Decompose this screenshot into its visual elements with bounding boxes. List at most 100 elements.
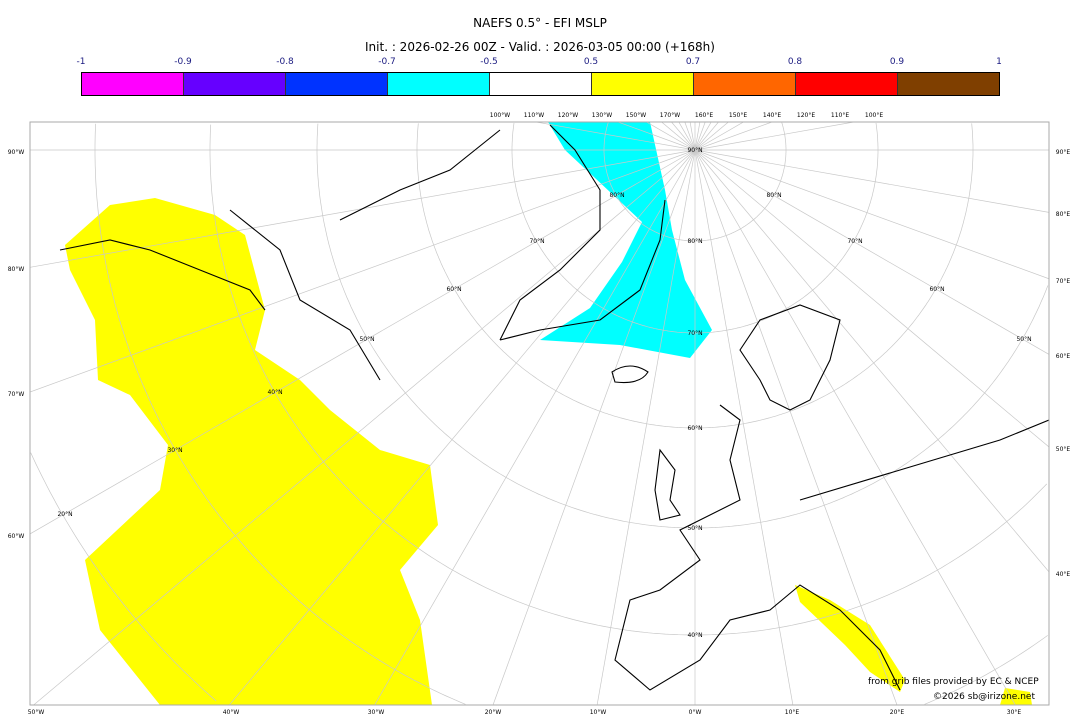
meridian-line: [492, 149, 696, 705]
meridian-line: [694, 149, 794, 705]
meridian-line: [661, 122, 696, 151]
meridian-line: [689, 122, 696, 151]
meridian-line: [694, 149, 1016, 705]
meridian-line: [694, 149, 1049, 280]
map-label: 90°E: [1056, 149, 1071, 156]
meridian-line: [694, 122, 729, 151]
meridian-line: [374, 149, 696, 705]
map-label: 100°E: [865, 112, 883, 119]
colorbar-bin: [82, 73, 184, 95]
meridian-line: [684, 122, 696, 151]
map-label: 130°W: [592, 112, 612, 119]
colorbar: [81, 72, 1000, 96]
meridian-line: [694, 122, 706, 151]
meridian-line: [596, 149, 696, 705]
map-label: 170°W: [660, 112, 680, 119]
map-label: 50°N: [359, 336, 374, 343]
meridian-line: [694, 122, 712, 151]
map-label: 50°N: [1016, 336, 1031, 343]
map-label: 80°N: [687, 238, 702, 245]
meridian-line: [694, 149, 1049, 355]
parallel-line: [94, 123, 1048, 705]
parallel-line: [30, 452, 217, 702]
map-label: 70°W: [8, 391, 25, 398]
meridian-line: [536, 122, 696, 151]
map-label: 140°E: [763, 112, 781, 119]
meridian-line: [33, 149, 696, 705]
map-label: 110°W: [524, 112, 544, 119]
credit-text: from grib files provided by EC & NCEP: [868, 677, 1039, 687]
colorbar-tick: 0.9: [889, 57, 905, 67]
meridian-line: [617, 122, 696, 151]
colorbar-bin: [490, 73, 592, 95]
map-label: 40°W: [223, 709, 240, 716]
efi-field-yellow-italy: [795, 585, 905, 692]
map-label: 80°E: [1056, 211, 1071, 218]
map-label: 40°E: [1056, 571, 1071, 578]
map-label: 50°W: [28, 709, 45, 716]
colorbar-tick: -1: [76, 57, 86, 67]
meridian-line: [694, 149, 898, 705]
map-label: 80°N: [766, 192, 781, 199]
meridian-line: [229, 149, 696, 705]
meridian-line: [694, 122, 701, 151]
map-label: 70°N: [529, 238, 544, 245]
meridian-line: [671, 122, 696, 151]
map-label: 150°W: [626, 112, 646, 119]
map-label: 160°E: [695, 112, 713, 119]
map-label: 60°N: [929, 286, 944, 293]
map-label: 60°N: [446, 286, 461, 293]
parallel-line: [209, 124, 1048, 636]
colorbar-bin: [694, 73, 796, 95]
map-label: 90°N: [687, 147, 702, 154]
map-label: 50°N: [687, 525, 702, 532]
map-label: 20°W: [485, 709, 502, 716]
map-label: 150°E: [729, 112, 747, 119]
meridian-line: [694, 149, 1049, 573]
map-label: 70°N: [847, 238, 862, 245]
map-label: 30°N: [167, 447, 182, 454]
parallel-line: [316, 123, 1049, 529]
map-label: 70°N: [687, 330, 702, 337]
meridian-line: [646, 122, 696, 151]
efi-field-yellow-atlantic: [65, 198, 438, 705]
map-label: 120°E: [797, 112, 815, 119]
map-title: NAEFS 0.5° - EFI MSLP: [473, 16, 607, 30]
colorbar-tick: -0.5: [480, 57, 498, 67]
copyright-text: ©2026 sb@irizone.net: [933, 692, 1035, 702]
map-label: 100°W: [490, 112, 510, 119]
map-label: 30°W: [368, 709, 385, 716]
colorbar-bin: [898, 73, 999, 95]
parallel-line: [416, 123, 974, 429]
map-label: 10°W: [590, 709, 607, 716]
colorbar-tick: 1: [996, 57, 1002, 67]
map-label: 40°N: [687, 632, 702, 639]
map-label: 30°E: [1007, 709, 1022, 716]
colorbar-bin: [286, 73, 388, 95]
parallel-line: [511, 122, 879, 334]
colorbar-bin: [592, 73, 694, 95]
map-label: 10°E: [785, 709, 800, 716]
map-label: 90°W: [8, 149, 25, 156]
meridian-line: [694, 122, 773, 151]
map-frame: [29, 121, 1050, 706]
map-label: 0°W: [689, 709, 702, 716]
colorbar-tick: 0.5: [583, 57, 599, 67]
colorbar-bin: [184, 73, 286, 95]
colorbar-tick: 0.7: [685, 57, 701, 67]
meridian-line: [694, 149, 1049, 448]
colorbar-bin: [388, 73, 490, 95]
meridian-line: [694, 122, 744, 151]
map-label: 70°E: [1056, 278, 1071, 285]
map-label: 20°E: [890, 709, 905, 716]
map-label: 80°N: [609, 192, 624, 199]
map-label: 80°W: [8, 266, 25, 273]
meridian-line: [678, 122, 696, 151]
meridian-line: [30, 149, 696, 393]
map-subtitle: Init. : 2026-02-26 00Z - Valid. : 2026-0…: [365, 40, 715, 54]
meridian-line: [694, 122, 719, 151]
coastlines: [59, 124, 1049, 691]
colorbar-tick: -0.9: [174, 57, 192, 67]
map-label: 120°W: [558, 112, 578, 119]
